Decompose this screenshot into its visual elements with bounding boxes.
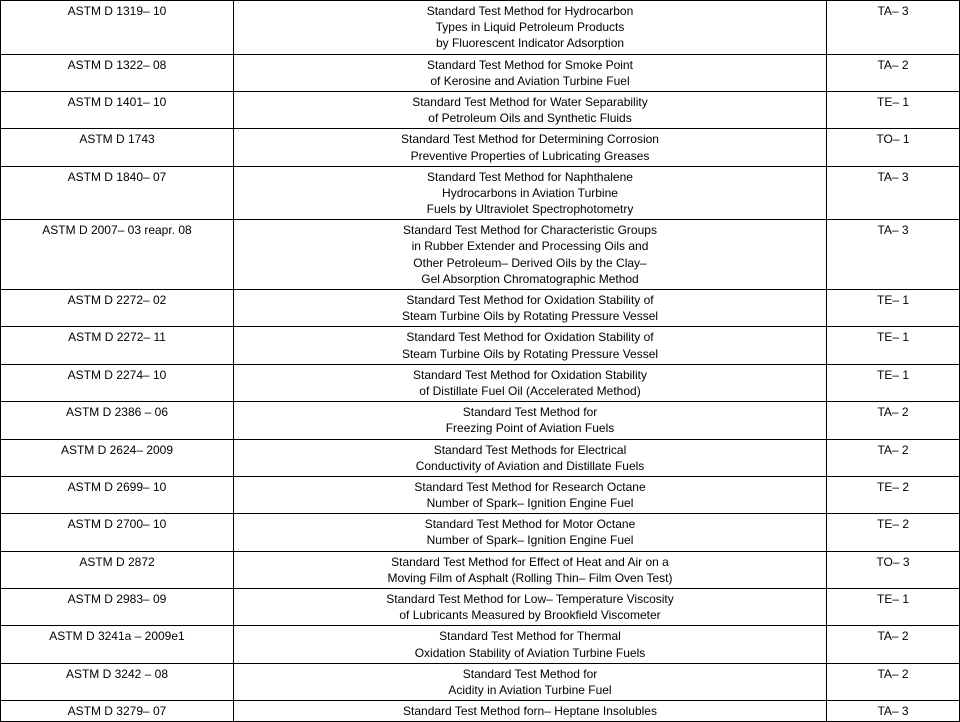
standard-description: Standard Test Method for Oxidation Stabi… bbox=[234, 290, 827, 327]
standard-description: Standard Test Method for NaphthaleneHydr… bbox=[234, 166, 827, 220]
standard-description: Standard Test Method for Oxidation Stabi… bbox=[234, 364, 827, 401]
table-row: ASTM D 2386 – 06Standard Test Method for… bbox=[1, 402, 960, 439]
standard-description: Standard Test Method for Oxidation Stabi… bbox=[234, 327, 827, 364]
table-row: ASTM D 2274– 10Standard Test Method for … bbox=[1, 364, 960, 401]
standard-code: TA– 3 bbox=[827, 1, 960, 55]
standard-description: Standard Test Method for Motor OctaneNum… bbox=[234, 514, 827, 551]
standard-code: TE– 1 bbox=[827, 91, 960, 128]
standard-id: ASTM D 2272– 02 bbox=[1, 290, 234, 327]
standard-code: TA– 2 bbox=[827, 54, 960, 91]
standard-id: ASTM D 2007– 03 reapr. 08 bbox=[1, 220, 234, 290]
table-row: ASTM D 1401– 10Standard Test Method for … bbox=[1, 91, 960, 128]
standard-code: TO– 3 bbox=[827, 551, 960, 588]
standard-description: Standard Test Methods for ElectricalCond… bbox=[234, 439, 827, 476]
standard-code: TA– 2 bbox=[827, 626, 960, 663]
table-row: ASTM D 3279– 07Standard Test Method forn… bbox=[1, 701, 960, 722]
standard-id: ASTM D 2983– 09 bbox=[1, 589, 234, 626]
standard-description: Standard Test Method for ThermalOxidatio… bbox=[234, 626, 827, 663]
standard-id: ASTM D 2872 bbox=[1, 551, 234, 588]
standard-code: TO– 1 bbox=[827, 129, 960, 166]
standard-description: Standard Test Method forn– Heptane Insol… bbox=[234, 701, 827, 722]
standard-id: ASTM D 3242 – 08 bbox=[1, 663, 234, 700]
standard-id: ASTM D 2386 – 06 bbox=[1, 402, 234, 439]
standard-id: ASTM D 2274– 10 bbox=[1, 364, 234, 401]
standard-description: Standard Test Method for HydrocarbonType… bbox=[234, 1, 827, 55]
standard-id: ASTM D 1743 bbox=[1, 129, 234, 166]
standard-description: Standard Test Method forFreezing Point o… bbox=[234, 402, 827, 439]
standard-code: TA– 3 bbox=[827, 166, 960, 220]
standard-description: Standard Test Method for Water Separabil… bbox=[234, 91, 827, 128]
table-row: ASTM D 2624– 2009Standard Test Methods f… bbox=[1, 439, 960, 476]
standard-description: Standard Test Method for Determining Cor… bbox=[234, 129, 827, 166]
table-row: ASTM D 2872Standard Test Method for Effe… bbox=[1, 551, 960, 588]
standard-id: ASTM D 1319– 10 bbox=[1, 1, 234, 55]
standard-id: ASTM D 2272– 11 bbox=[1, 327, 234, 364]
standard-code: TA– 2 bbox=[827, 439, 960, 476]
table-row: ASTM D 2983– 09Standard Test Method for … bbox=[1, 589, 960, 626]
standard-id: ASTM D 1322– 08 bbox=[1, 54, 234, 91]
table-row: ASTM D 2272– 02Standard Test Method for … bbox=[1, 290, 960, 327]
table-row: ASTM D 3242 – 08Standard Test Method for… bbox=[1, 663, 960, 700]
standard-code: TA– 3 bbox=[827, 701, 960, 722]
standards-table: ASTM D 1319– 10Standard Test Method for … bbox=[0, 0, 960, 722]
standard-description: Standard Test Method for Characteristic … bbox=[234, 220, 827, 290]
standard-id: ASTM D 2700– 10 bbox=[1, 514, 234, 551]
standard-id: ASTM D 2624– 2009 bbox=[1, 439, 234, 476]
table-row: ASTM D 1743Standard Test Method for Dete… bbox=[1, 129, 960, 166]
table-row: ASTM D 2272– 11Standard Test Method for … bbox=[1, 327, 960, 364]
standard-description: Standard Test Method for Research Octane… bbox=[234, 476, 827, 513]
standard-code: TE– 1 bbox=[827, 589, 960, 626]
standard-id: ASTM D 3241a – 2009e1 bbox=[1, 626, 234, 663]
standard-code: TE– 1 bbox=[827, 364, 960, 401]
table-row: ASTM D 2700– 10Standard Test Method for … bbox=[1, 514, 960, 551]
standard-code: TA– 2 bbox=[827, 402, 960, 439]
table-row: ASTM D 3241a – 2009e1Standard Test Metho… bbox=[1, 626, 960, 663]
standard-description: Standard Test Method for Effect of Heat … bbox=[234, 551, 827, 588]
standard-code: TE– 1 bbox=[827, 327, 960, 364]
standard-code: TA– 2 bbox=[827, 663, 960, 700]
standard-id: ASTM D 3279– 07 bbox=[1, 701, 234, 722]
standard-description: Standard Test Method for Smoke Pointof K… bbox=[234, 54, 827, 91]
standard-code: TE– 2 bbox=[827, 514, 960, 551]
table-row: ASTM D 1319– 10Standard Test Method for … bbox=[1, 1, 960, 55]
standard-id: ASTM D 1840– 07 bbox=[1, 166, 234, 220]
standard-code: TA– 3 bbox=[827, 220, 960, 290]
standard-id: ASTM D 2699– 10 bbox=[1, 476, 234, 513]
standard-code: TE– 1 bbox=[827, 290, 960, 327]
table-row: ASTM D 1840– 07Standard Test Method for … bbox=[1, 166, 960, 220]
standard-description: Standard Test Method for Low– Temperatur… bbox=[234, 589, 827, 626]
table-row: ASTM D 2699– 10Standard Test Method for … bbox=[1, 476, 960, 513]
standard-code: TE– 2 bbox=[827, 476, 960, 513]
table-row: ASTM D 1322– 08Standard Test Method for … bbox=[1, 54, 960, 91]
standard-description: Standard Test Method forAcidity in Aviat… bbox=[234, 663, 827, 700]
table-row: ASTM D 2007– 03 reapr. 08Standard Test M… bbox=[1, 220, 960, 290]
standard-id: ASTM D 1401– 10 bbox=[1, 91, 234, 128]
